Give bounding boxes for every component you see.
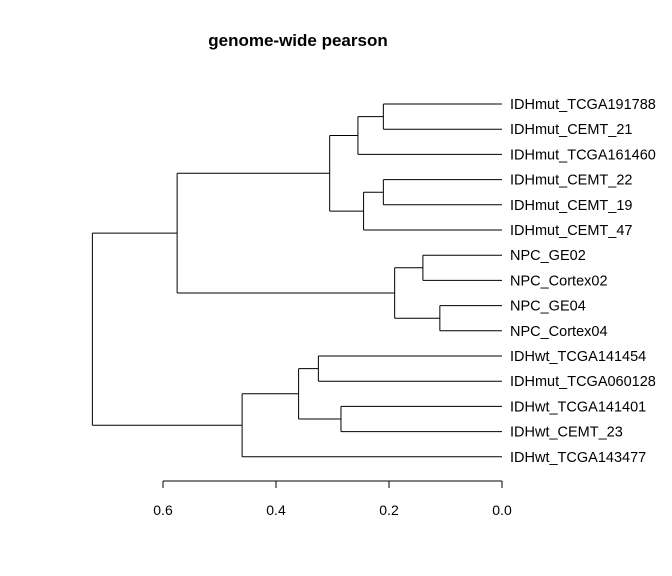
leaf-label: IDHwt_CEMT_23 xyxy=(510,425,623,441)
leaf-label: IDHmut_TCGA161460 xyxy=(510,147,656,163)
leaf-label: IDHwt_TCGA141401 xyxy=(510,399,646,415)
leaf-label: IDHmut_TCGA060128 xyxy=(510,374,656,390)
leaf-label: IDHmut_CEMT_21 xyxy=(510,122,632,138)
leaf-label: IDHmut_TCGA191788 xyxy=(510,97,656,113)
x-tick-label: 0.6 xyxy=(153,502,173,518)
x-axis: 0.6 0.4 0.2 0.0 xyxy=(153,480,512,518)
leaf-label: NPC_Cortex04 xyxy=(510,324,608,340)
leaf-label: NPC_GE02 xyxy=(510,248,586,264)
x-tick-label: 0.2 xyxy=(379,502,399,518)
leaf-label: IDHmut_CEMT_47 xyxy=(510,223,632,239)
leaf-label: IDHwt_TCGA143477 xyxy=(510,450,646,466)
leaf-labels: IDHmut_TCGA191788 IDHmut_CEMT_21 IDHmut_TC… xyxy=(510,97,656,466)
leaf-label: IDHmut_CEMT_19 xyxy=(510,198,632,214)
x-tick-label: 0.4 xyxy=(266,502,286,518)
leaf-label: IDHwt_TCGA141454 xyxy=(510,349,646,365)
chart-title: genome-wide pearson xyxy=(208,31,387,50)
leaf-label: NPC_GE04 xyxy=(510,299,586,315)
dendrogram-branches xyxy=(91,103,502,458)
leaf-label: NPC_Cortex02 xyxy=(510,273,608,289)
leaf-label: IDHmut_CEMT_22 xyxy=(510,173,632,189)
x-tick-label: 0.0 xyxy=(492,502,512,518)
